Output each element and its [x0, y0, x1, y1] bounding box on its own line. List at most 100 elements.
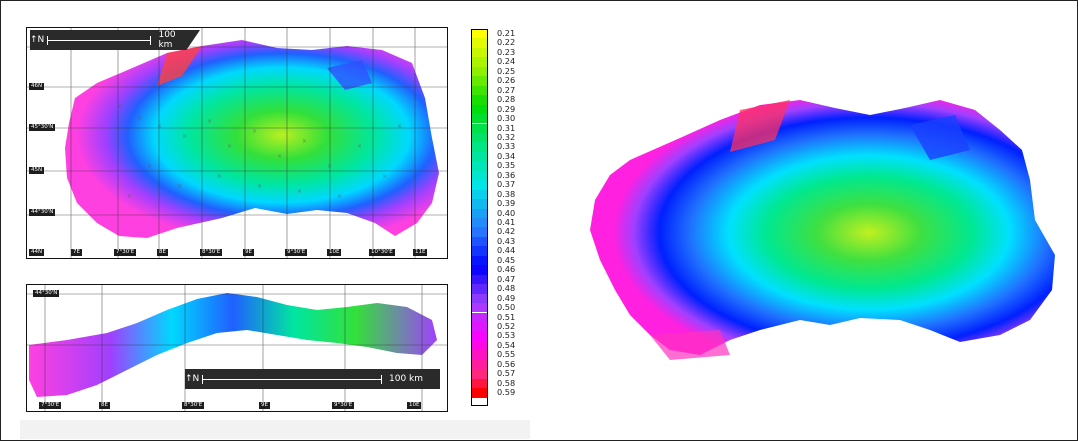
lon-label: 8°30'E	[200, 249, 223, 256]
legend-label: 0.28	[497, 94, 516, 105]
legend-label: 0.25	[497, 65, 516, 76]
scale-label: 100 km	[158, 30, 176, 50]
legend-entry: 0.47	[471, 273, 541, 285]
legend-label: 0.58	[497, 377, 516, 388]
legend-swatch	[471, 151, 488, 162]
legend-label: 0.39	[497, 198, 516, 209]
legend-entry: 0.30	[471, 113, 541, 124]
scale-line	[47, 35, 152, 45]
legend-swatch	[471, 199, 488, 209]
legend-entry: 0.27	[471, 84, 541, 96]
legend-entry: 0.44	[471, 245, 541, 256]
svg-text:×: ×	[147, 163, 152, 170]
legend-label: 0.31	[497, 122, 516, 133]
svg-text:×: ×	[327, 163, 332, 170]
legend-label: 0.34	[497, 150, 516, 161]
legend-entry: 0.28	[471, 94, 541, 105]
legend-swatch	[471, 57, 488, 67]
lat-label: 46N	[29, 83, 45, 90]
legend-swatch	[471, 340, 488, 351]
legend-label: 0.43	[497, 235, 516, 246]
legend-entry: 0.33	[471, 141, 541, 152]
legend-entry: 0.56	[471, 359, 541, 370]
lat-label: 45N	[29, 167, 45, 174]
legend-entry: 0.54	[471, 339, 541, 351]
svg-text:×: ×	[217, 173, 222, 180]
legend-entry: 0.31	[471, 122, 541, 133]
lon-label: 11E	[413, 249, 428, 256]
legend-label: 0.36	[497, 169, 516, 180]
legend-swatch	[471, 123, 488, 133]
legend-label: 0.54	[497, 339, 516, 350]
legend-entry: 0.48	[471, 283, 541, 294]
legend-entry: 0.34	[471, 150, 541, 162]
legend-swatch	[471, 359, 488, 370]
legend-swatch	[471, 255, 488, 266]
legend-swatch	[471, 66, 488, 77]
lon-label: 8E	[99, 402, 110, 409]
legend-entry: 0.29	[471, 104, 541, 115]
legend-entry: 0.23	[471, 47, 541, 58]
legend-label: 0.40	[497, 207, 516, 218]
legend-label: 0.50	[497, 302, 516, 313]
legend-label: 0.38	[497, 188, 516, 199]
legend-label: 0.37	[497, 179, 516, 190]
legend-entry: 0.52	[471, 321, 541, 332]
legend-swatch	[471, 208, 488, 218]
legend-label: 0.30	[497, 113, 516, 124]
legend-swatch	[471, 47, 488, 58]
legend-entry: 0.50	[471, 302, 541, 313]
bottom-strip	[20, 420, 530, 439]
legend-swatch	[471, 85, 488, 96]
legend-entry: 0.35	[471, 160, 541, 171]
lon-label: 9°30'E	[332, 402, 355, 409]
legend-label: 0.49	[497, 292, 516, 303]
svg-text:×: ×	[357, 143, 362, 150]
legend-label: 0.35	[497, 160, 516, 171]
legend-entry: 0.21	[471, 28, 541, 39]
legend-swatch	[471, 189, 488, 200]
map-top-panel: × × × × × × × × × × × × × × × × × × × × ↑N 100 km 46N 4…	[26, 27, 448, 259]
svg-text:×: ×	[227, 143, 232, 150]
legend-label: 0.27	[497, 84, 516, 95]
legend-entry: 0.46	[471, 264, 541, 275]
legend-entry: 0.58	[471, 377, 541, 389]
legend-label: 0.51	[497, 311, 516, 322]
scale-label: 100 km	[389, 374, 424, 384]
legend-label: 0.44	[497, 245, 516, 256]
legend-swatch	[471, 180, 488, 190]
lat-label: 44N	[29, 249, 45, 256]
legend-swatch	[471, 246, 488, 256]
svg-text:×: ×	[207, 118, 212, 125]
legend-label: 0.55	[497, 349, 516, 360]
north-arrow-icon: ↑N	[30, 35, 45, 45]
svg-text:×: ×	[302, 138, 307, 145]
svg-text:×: ×	[382, 173, 387, 180]
lon-label: 10°30'E	[369, 249, 395, 256]
legend-swatch	[471, 350, 488, 360]
legend-entry: 0.41	[471, 217, 541, 228]
legend-label: 0.46	[497, 264, 516, 275]
legend-label: 0.47	[497, 273, 516, 284]
lat-label: 44°30'N	[29, 209, 56, 216]
legend-entry: 0.26	[471, 75, 541, 86]
legend-swatch	[471, 161, 488, 171]
legend-entry: 0.42	[471, 226, 541, 237]
lat-label: 44°30'N	[33, 290, 60, 297]
legend-swatch	[471, 38, 488, 48]
north-arrow-icon: ↑N	[185, 374, 200, 384]
legend-label: 0.48	[497, 283, 516, 294]
legend-label: 0.45	[497, 254, 516, 265]
legend-swatch	[471, 369, 488, 379]
lat-label: 45°30'N	[29, 124, 56, 131]
lon-label: 9E	[243, 249, 254, 256]
lon-label: 9°30'E	[285, 249, 308, 256]
legend-label: 0.24	[497, 56, 516, 67]
map-right-svg	[590, 100, 1055, 360]
svg-text:×: ×	[297, 188, 302, 195]
svg-text:×: ×	[277, 153, 282, 160]
lon-label: 8E	[157, 249, 168, 256]
legend-swatch	[471, 218, 488, 228]
legend-swatch	[471, 378, 488, 389]
legend-swatch	[471, 293, 488, 304]
